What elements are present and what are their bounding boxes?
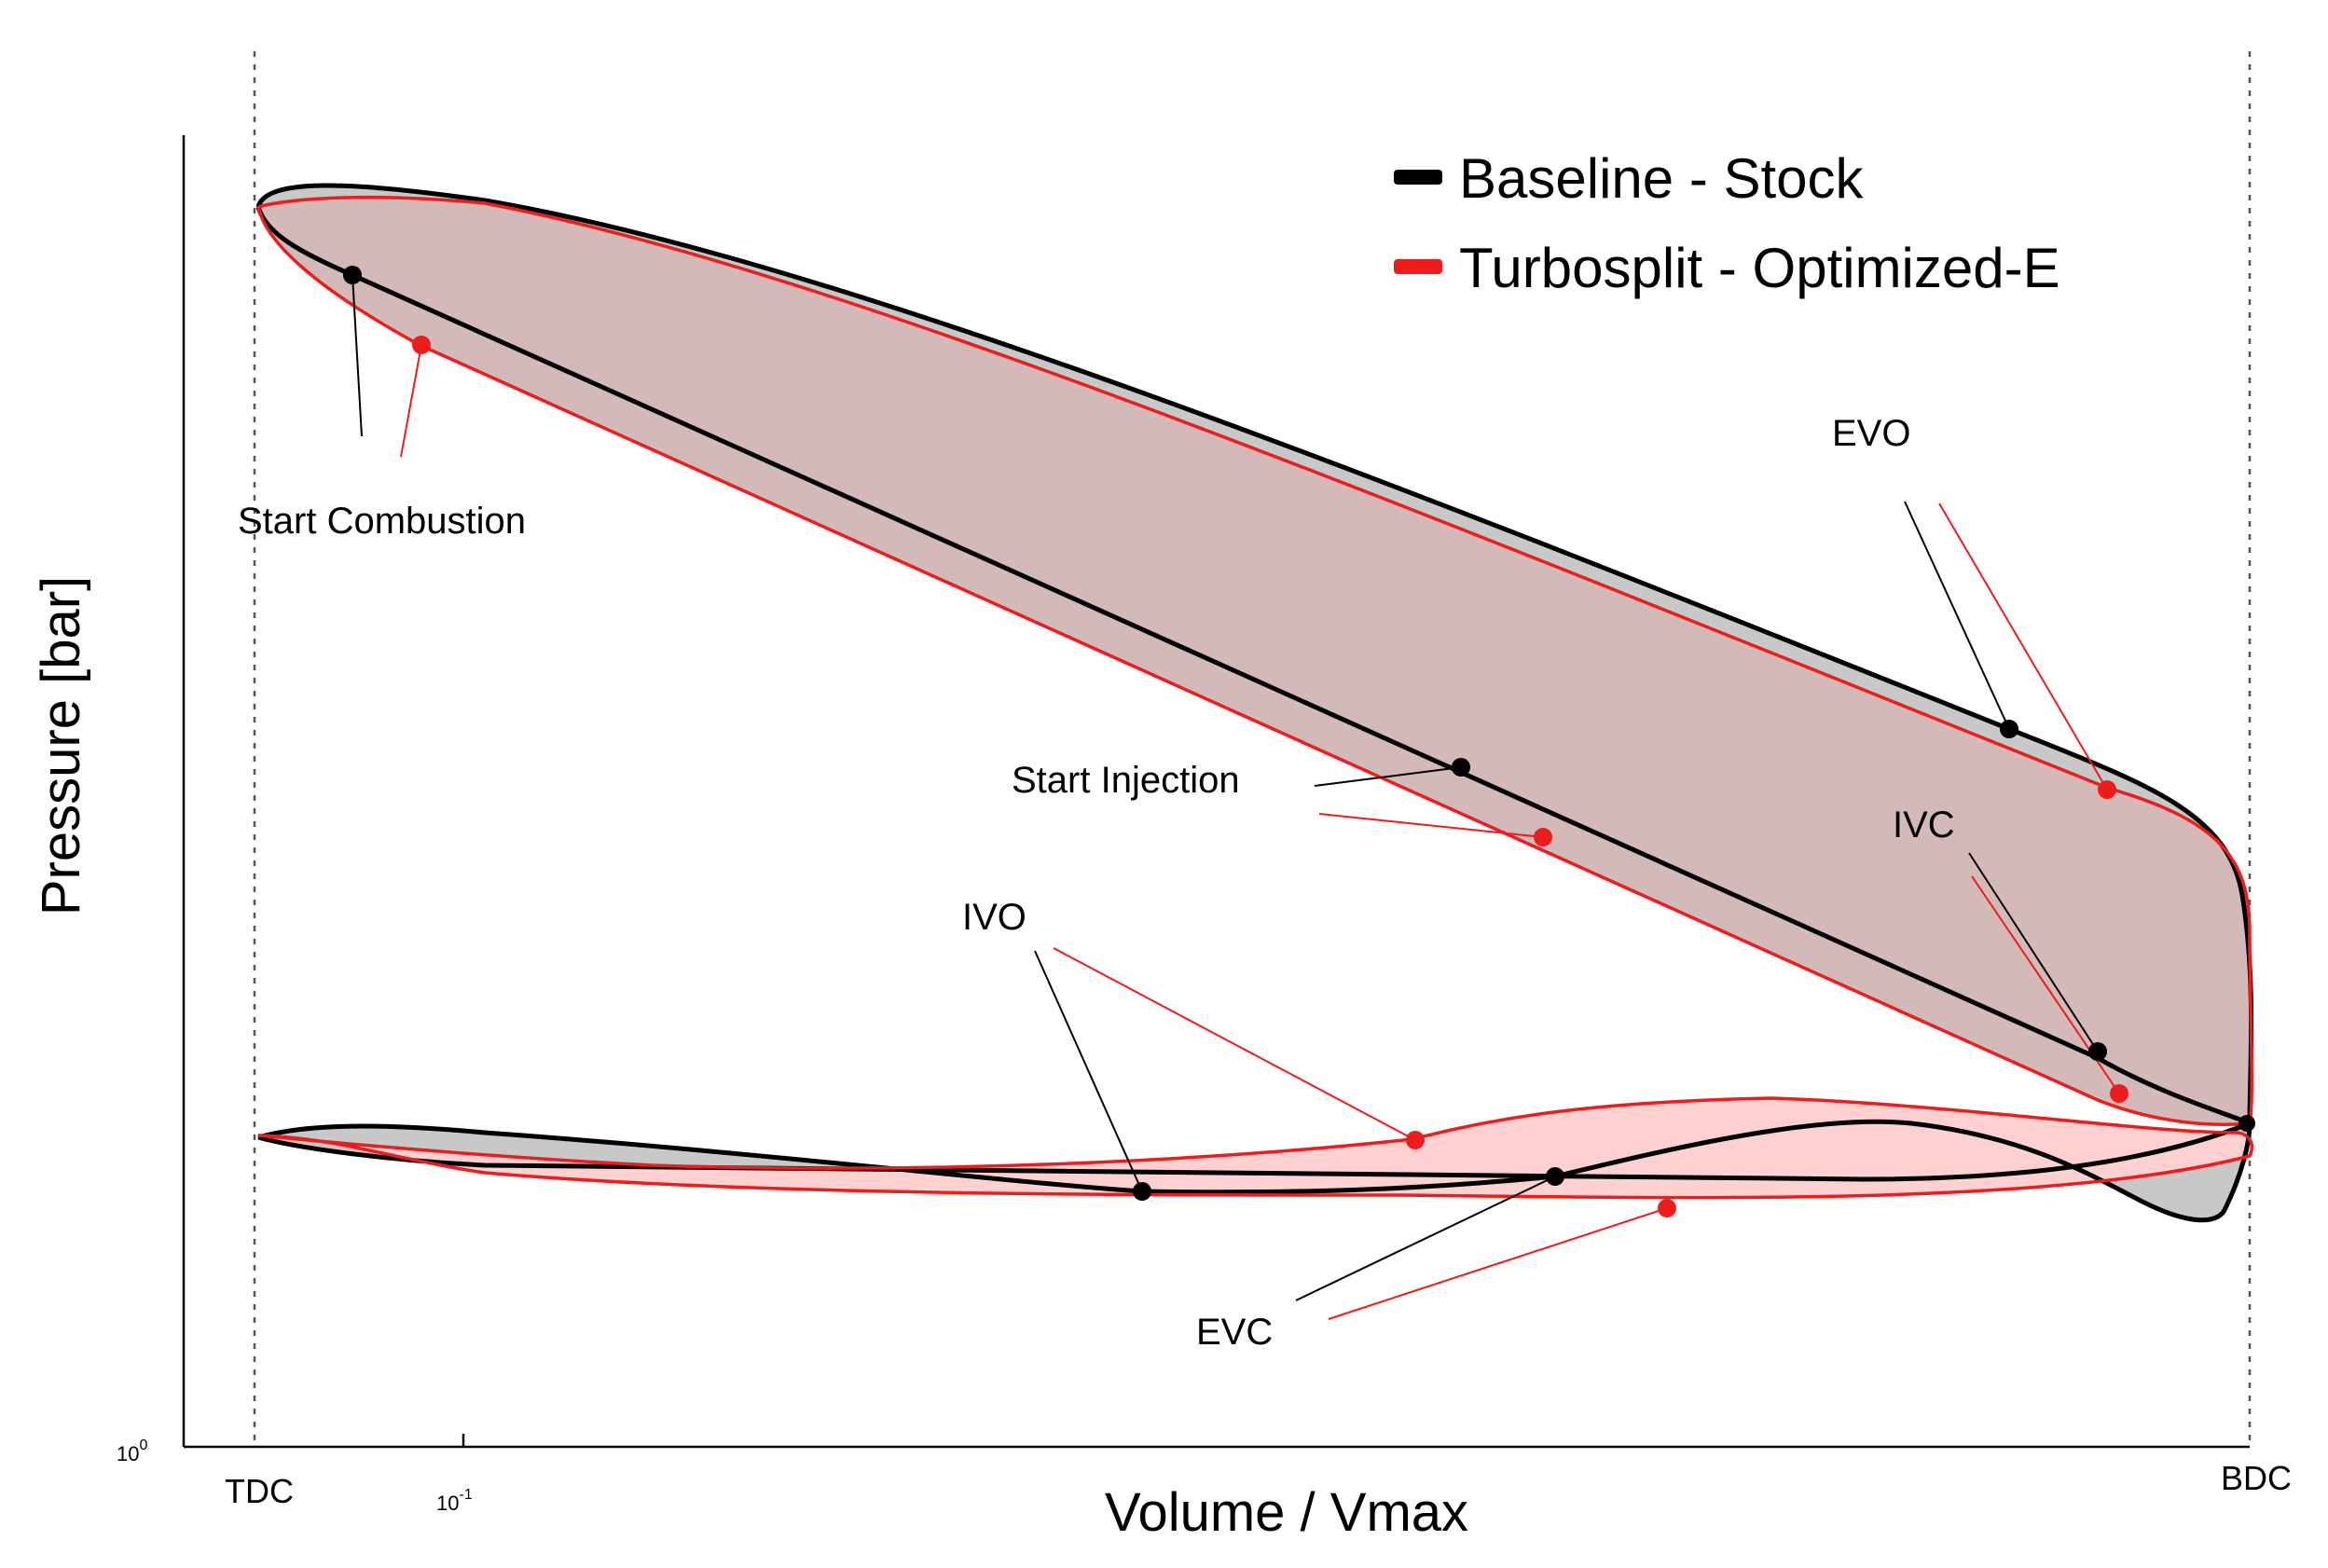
ivc-leader-baseline — [1968, 852, 2099, 1052]
marker-start-injection-baseline — [1452, 758, 1470, 777]
legend: Baseline - Stock Turbosplit - Optimized-… — [1394, 147, 2060, 299]
optimized-hp-loop-fill — [258, 197, 2252, 1125]
marker-ivo-baseline — [1133, 1182, 1151, 1201]
annotation-leaders — [351, 274, 2120, 1320]
x-tick-base-0.1: 10 — [436, 1492, 459, 1515]
x-tick-exponent-0.1: -1 — [459, 1487, 472, 1503]
marker-evo-baseline — [2000, 720, 2018, 738]
start-combustion-leader-optimized — [400, 344, 422, 458]
ivo-leader-optimized — [1053, 947, 1416, 1141]
ivo-leader-baseline — [1034, 950, 1143, 1192]
evc-leader-optimized — [1328, 1207, 1668, 1320]
y-tick-base-1: 10 — [117, 1442, 139, 1465]
annotation-evc: EVC — [1196, 1312, 1273, 1353]
evo-leader-baseline — [1904, 501, 2010, 730]
y-axis-title: Pressure [bar] — [31, 576, 91, 915]
start-injection-leader-optimized — [1318, 813, 1544, 838]
legend-label-baseline: Baseline - Stock — [1459, 147, 1865, 210]
y-tick-label-1: 100 — [117, 1437, 147, 1465]
marker-evc-optimized — [1658, 1199, 1676, 1217]
optimized-hp-curve — [256, 195, 2253, 1127]
marker-ivo-optimized — [1406, 1131, 1425, 1149]
evo-leader-optimized — [1938, 502, 2108, 791]
x-tick-label-tdc: TDC — [225, 1472, 294, 1510]
optimized-lp-loop-fill — [258, 1098, 2252, 1198]
marker-start-combustion-optimized — [412, 336, 431, 354]
marker-bdc-baseline — [2238, 1115, 2255, 1132]
marker-start-injection-optimized — [1534, 828, 1552, 846]
marker-ivc-baseline — [2088, 1042, 2107, 1061]
legend-swatch-baseline — [1394, 170, 1442, 185]
evc-leader-baseline — [1295, 1176, 1556, 1301]
marker-evc-baseline — [1546, 1167, 1564, 1186]
start-combustion-leader-baseline — [351, 274, 363, 437]
annotation-start-combustion: Start Combustion — [238, 501, 526, 542]
marker-ivc-optimized — [2110, 1084, 2128, 1103]
marker-evo-optimized — [2098, 780, 2116, 799]
event-markers — [343, 266, 2255, 1217]
annotation-ivo: IVO — [962, 897, 1026, 938]
x-tick-label-bdc: BDC — [2221, 1459, 2292, 1497]
y-tick-exponent-1: 0 — [139, 1437, 147, 1453]
annotation-ivc: IVC — [1893, 805, 1955, 846]
x-axis-title: Volume / Vmax — [1105, 1482, 1468, 1543]
annotation-start-injection: Start Injection — [1012, 760, 1240, 801]
x-tick-label-0.1: 10-1 — [436, 1487, 473, 1515]
optimized-lp-curve — [257, 1096, 2254, 1200]
legend-label-optimized: Turbosplit - Optimized-E — [1459, 237, 2060, 299]
legend-swatch-optimized — [1394, 259, 1442, 274]
annotation-evo: EVO — [1832, 413, 1910, 454]
baseline-hp-curve — [255, 183, 2254, 1127]
start-injection-leader-baseline — [1314, 766, 1462, 787]
marker-start-combustion-baseline — [343, 266, 362, 284]
baseline-lp-curve — [257, 1119, 2252, 1223]
